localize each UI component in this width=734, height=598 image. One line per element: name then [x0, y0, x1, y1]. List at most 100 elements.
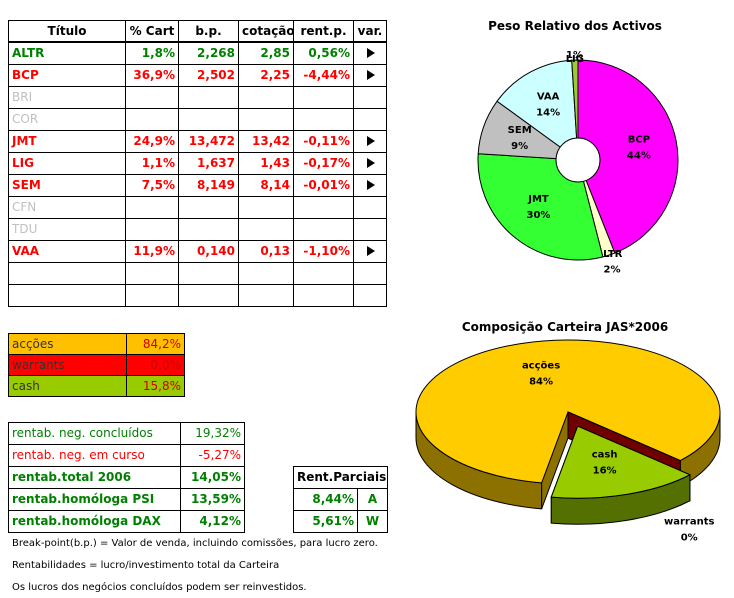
table-cell: rentab.homóloga PSI: [8, 488, 181, 511]
table-cell: [178, 196, 239, 219]
table-cell: Título: [8, 20, 126, 43]
table-cell: cash: [8, 375, 127, 397]
table-cell: 2,25: [238, 64, 294, 87]
slice-label: ALTR: [595, 249, 622, 260]
table-cell: [293, 196, 354, 219]
table-cell: 0,140: [178, 240, 239, 263]
table-cell: -4,44%: [293, 64, 354, 87]
table-cell: 0,13: [238, 240, 294, 263]
donut-hole: [555, 137, 601, 183]
table-cell: rentab. neg. concluídos: [8, 422, 181, 445]
pie-slice: [571, 59, 579, 161]
table-cell: ALTR: [8, 42, 126, 65]
table-cell: -0,01%: [293, 174, 354, 197]
table-cell: [353, 108, 387, 131]
table-cell: rentab. neg. em curso: [8, 444, 181, 467]
arrow-icon: [367, 70, 375, 80]
table-cell: [8, 284, 126, 307]
slice-value-label: 30%: [527, 210, 551, 221]
slice-label: LIG: [566, 54, 584, 65]
table-cell: 0,56%: [293, 42, 354, 65]
table-cell: SEM: [8, 174, 126, 197]
table-cell: % Cart: [125, 20, 179, 43]
table-cell: [178, 86, 239, 109]
table-cell: VAA: [8, 240, 126, 263]
table-cell: [125, 108, 179, 131]
table-cell: 2,268: [178, 42, 239, 65]
slice-label: SEM: [508, 125, 532, 136]
slice-value-label: 14%: [536, 108, 560, 119]
table-cell: [353, 130, 387, 153]
table-cell: 13,59%: [180, 488, 245, 511]
table-cell: 1,43: [238, 152, 294, 175]
table-cell: rent.p.: [293, 20, 354, 43]
pie-slice: [550, 425, 692, 499]
table-cell: warrants: [8, 354, 127, 376]
table-cell: 84,2%: [126, 333, 185, 355]
table-cell: [125, 262, 179, 285]
slice-value-label: 84%: [529, 377, 553, 388]
table-cell: 8,149: [178, 174, 239, 197]
slice-value-label: 2%: [603, 265, 620, 276]
table-cell: [353, 196, 387, 219]
table-cell: var.: [353, 20, 387, 43]
table-cell: LIG: [8, 152, 126, 175]
table-cell: 4,12%: [180, 510, 245, 533]
pie-slice: [496, 59, 579, 162]
table-cell: W: [357, 510, 388, 533]
table-cell: [178, 108, 239, 131]
table-cell: [353, 64, 387, 87]
table-cell: [238, 86, 294, 109]
table-cell: BRI: [8, 86, 126, 109]
table-cell: [293, 262, 354, 285]
table-cell: 11,9%: [125, 240, 179, 263]
arrow-icon: [367, 158, 375, 168]
slice-value-label: 44%: [627, 150, 651, 161]
table-cell: [353, 240, 387, 263]
table-cell: [353, 86, 387, 109]
table-cell: [125, 284, 179, 307]
table-cell: [353, 218, 387, 241]
table-cell: [238, 196, 294, 219]
slice-value-label: 16%: [593, 466, 617, 477]
table-cell: 24,9%: [125, 130, 179, 153]
table-cell: rentab.total 2006: [8, 466, 181, 489]
table-cell: 15,8%: [126, 375, 185, 397]
table-cell: Rent.Parciais: [293, 466, 388, 489]
note: Os lucros dos negócios concluídos podem …: [12, 582, 307, 593]
table-cell: [238, 262, 294, 285]
slice-value-label: 0%: [681, 532, 698, 543]
table-cell: 19,32%: [180, 422, 245, 445]
table-cell: [178, 284, 239, 307]
note: Break-point(b.p.) = Valor de venda, incl…: [12, 538, 378, 549]
table-cell: 8,14: [238, 174, 294, 197]
table-cell: 1,1%: [125, 152, 179, 175]
table-cell: A: [357, 488, 388, 511]
table-cell: CFN: [8, 196, 126, 219]
table-cell: -0,17%: [293, 152, 354, 175]
table-cell: 7,5%: [125, 174, 179, 197]
table-cell: [238, 284, 294, 307]
chart-title: Peso Relativo dos Activos: [488, 19, 662, 33]
table-cell: [293, 86, 354, 109]
slice-label: BCP: [628, 134, 650, 145]
table-cell: [353, 152, 387, 175]
note: Rentabilidades = lucro/investimento tota…: [12, 560, 280, 571]
slice-label: acções: [522, 361, 560, 372]
slice-label: warrants: [664, 516, 714, 527]
table-cell: [353, 284, 387, 307]
arrow-icon: [367, 48, 375, 58]
slice-value-label: 9%: [511, 141, 528, 152]
table-cell: [178, 218, 239, 241]
table-cell: -5,27%: [180, 444, 245, 467]
slice-label: JMT: [527, 194, 549, 205]
arrow-icon: [367, 246, 375, 256]
slice-value-label: 1%: [566, 50, 583, 61]
pie-slice: [577, 59, 679, 254]
table-cell: rentab.homóloga DAX: [8, 510, 181, 533]
table-cell: 8,44%: [293, 488, 358, 511]
table-cell: [293, 108, 354, 131]
table-cell: [353, 262, 387, 285]
table-cell: COR: [8, 108, 126, 131]
